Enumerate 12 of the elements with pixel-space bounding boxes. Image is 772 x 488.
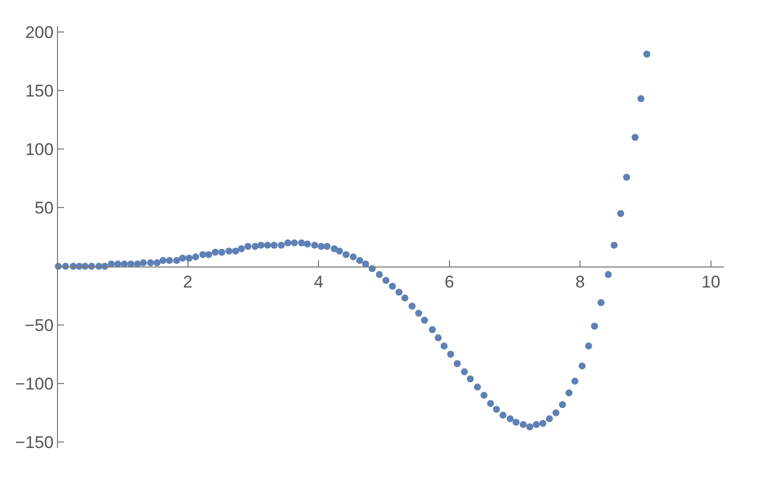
x-tick-label: 4 bbox=[314, 272, 324, 292]
x-tick-label: 10 bbox=[701, 272, 720, 292]
x-tick-label: 2 bbox=[183, 272, 193, 292]
x-tick-label: 6 bbox=[444, 272, 454, 292]
y-tick-label: −100 bbox=[15, 374, 54, 394]
x-tick-label: 8 bbox=[575, 272, 585, 292]
y-tick-label: 50 bbox=[34, 198, 54, 218]
y-tick-label: 100 bbox=[25, 140, 54, 160]
y-tick-label: −50 bbox=[24, 316, 54, 335]
y-tick-label: 150 bbox=[25, 81, 54, 100]
y-tick-label: −150 bbox=[15, 433, 54, 452]
y-tick-label: 200 bbox=[25, 22, 54, 42]
